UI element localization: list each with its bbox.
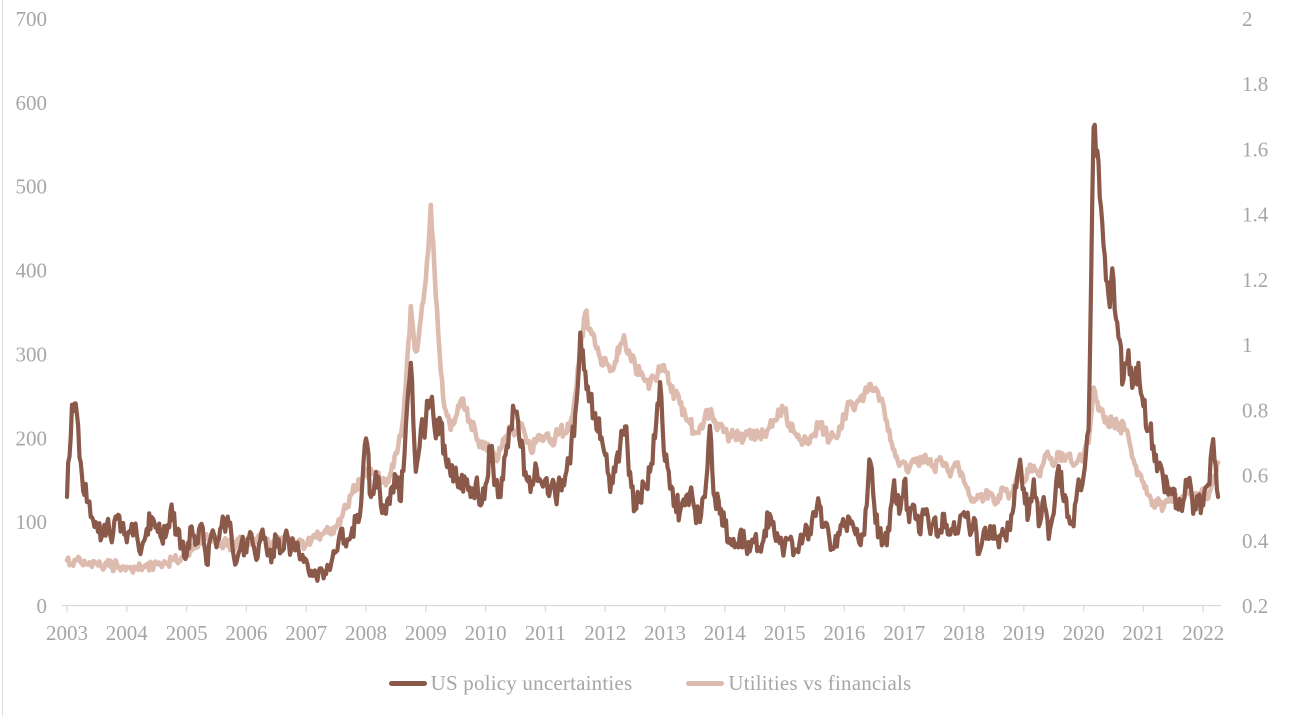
- left-axis-tick-label: 0: [37, 594, 48, 618]
- x-axis-tick-label: 2006: [225, 621, 267, 645]
- left-axis-tick-label: 400: [16, 259, 48, 283]
- us-policy-uncertainties-swatch: [388, 680, 427, 686]
- x-axis-tick-label: 2008: [345, 621, 387, 645]
- x-axis-tick-label: 2016: [823, 621, 865, 645]
- legend-label: Utilities vs financials: [728, 670, 912, 695]
- legend-item-utilities-vs-financials: Utilities vs financials: [686, 671, 911, 696]
- x-axis-tick-label: 2018: [943, 621, 985, 645]
- x-axis-tick-label: 2004: [106, 621, 149, 645]
- right-axis-tick-label: 1: [1242, 333, 1253, 357]
- x-axis-tick-label: 2009: [405, 621, 447, 645]
- right-axis-tick-label: 2: [1242, 7, 1253, 31]
- x-axis-tick-label: 2010: [465, 621, 507, 645]
- x-axis-tick-label: 2013: [644, 621, 686, 645]
- right-axis-tick-label: 0.2: [1242, 594, 1268, 618]
- x-axis-tick-label: 2015: [764, 621, 806, 645]
- chart-legend: US policy uncertainties Utilities vs fin…: [0, 666, 1300, 700]
- x-axis-tick-label: 2017: [883, 621, 925, 645]
- right-axis-tick-label: 0.4: [1242, 529, 1269, 553]
- x-axis-tick-label: 2014: [704, 621, 747, 645]
- right-axis-tick-label: 0.6: [1242, 464, 1268, 488]
- left-axis-tick-label: 300: [16, 342, 48, 366]
- left-axis-tick-label: 500: [16, 175, 48, 199]
- right-axis-tick-label: 1.8: [1242, 72, 1268, 96]
- left-axis-tick-label: 200: [16, 426, 48, 450]
- left-axis-tick-label: 600: [16, 91, 48, 115]
- x-axis-tick-label: 2005: [166, 621, 208, 645]
- x-axis-tick-label: 2003: [46, 621, 88, 645]
- right-axis-tick-label: 0.8: [1242, 398, 1268, 422]
- left-axis-tick-label: 100: [16, 510, 48, 534]
- x-axis-tick-label: 2020: [1063, 621, 1105, 645]
- x-axis-tick-label: 2011: [525, 621, 566, 645]
- x-axis-tick-label: 2007: [285, 621, 327, 645]
- x-axis-tick-label: 2012: [584, 621, 626, 645]
- right-axis-tick-label: 1.2: [1242, 268, 1268, 292]
- x-axis-tick-label: 2019: [1003, 621, 1045, 645]
- x-axis-tick-label: 2022: [1182, 621, 1224, 645]
- right-axis-tick-label: 1.6: [1242, 137, 1268, 161]
- us-policy-uncertainties-line: [64, 122, 1221, 583]
- screen-edge-line: [2, 0, 3, 716]
- legend-label: US policy uncertainties: [430, 670, 633, 695]
- legend-item-us-policy-uncertainties: US policy uncertainties: [388, 670, 633, 696]
- x-axis-tick-label: 2021: [1122, 621, 1164, 645]
- utilities-vs-financials-swatch: [686, 680, 725, 686]
- right-axis-tick-label: 1.4: [1242, 203, 1269, 227]
- left-axis-tick-label: 700: [16, 7, 48, 31]
